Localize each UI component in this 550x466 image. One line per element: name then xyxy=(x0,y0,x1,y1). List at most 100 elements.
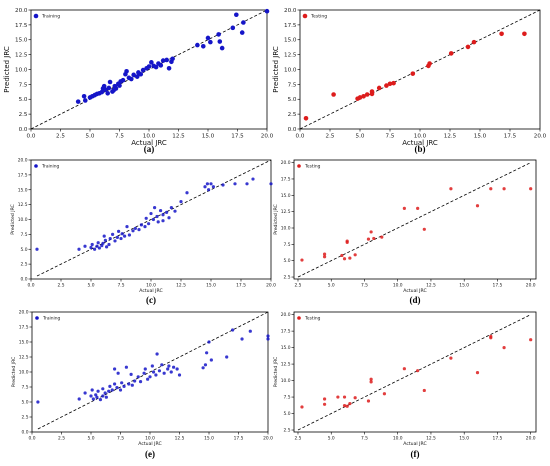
x-tick-label: 20.0 xyxy=(526,435,536,441)
data-point xyxy=(489,334,493,338)
x-tick-label: 10.0 xyxy=(393,435,403,441)
y-tick-label: 15.0 xyxy=(281,193,291,199)
data-point xyxy=(75,99,81,104)
data-point xyxy=(369,89,375,94)
ideal-fit-line xyxy=(30,9,268,130)
data-point xyxy=(101,83,107,89)
y-tick-label: 7.5 xyxy=(284,242,291,248)
data-point xyxy=(164,57,169,63)
data-point xyxy=(245,182,249,186)
data-point xyxy=(100,244,104,248)
data-point xyxy=(151,217,155,222)
data-point xyxy=(89,394,93,398)
data-point xyxy=(167,364,171,368)
x-tick-label: 5.0 xyxy=(328,435,335,441)
legend-marker xyxy=(34,164,38,168)
data-point xyxy=(159,208,163,213)
data-point xyxy=(95,395,99,399)
data-point xyxy=(153,206,157,210)
x-tick-label: 20.0 xyxy=(526,282,536,288)
x-tick-label: 17.5 xyxy=(236,282,246,288)
data-point xyxy=(366,237,371,241)
x-tick-label: 10.0 xyxy=(393,282,403,288)
data-point xyxy=(205,351,209,355)
data-point xyxy=(342,257,347,261)
data-point xyxy=(103,238,107,242)
y-tick-label: 20.0 xyxy=(15,8,28,14)
panel-label: (d) xyxy=(410,295,421,305)
data-point xyxy=(134,74,140,79)
y-tick-label: 20.0 xyxy=(284,8,297,14)
data-point xyxy=(231,328,235,332)
y-tick-label: 17.5 xyxy=(18,172,28,178)
y-tick-label: 15.0 xyxy=(19,340,29,346)
data-point xyxy=(90,388,94,392)
y-tick-label: 17.5 xyxy=(281,329,291,335)
panel-a: 0.0 2.5 5.0 7.5 10.0 12.5 15.0 17.5 20.0 0.0 2.5 5.… xyxy=(3,8,274,154)
y-tick-label: 0.0 xyxy=(288,127,297,133)
data-point xyxy=(138,380,143,384)
panel-label: (b) xyxy=(415,144,426,154)
y-tick-label: 12.5 xyxy=(284,53,297,59)
legend-marker xyxy=(297,164,301,168)
y-tick-label: 7.5 xyxy=(19,82,28,88)
data-point xyxy=(149,60,154,65)
data-point xyxy=(108,384,112,388)
data-point xyxy=(117,83,122,88)
x-tick-label: 0.0 xyxy=(27,134,36,140)
data-point xyxy=(416,369,420,373)
y-tick-label: 0.0 xyxy=(22,430,29,436)
x-tick-label: 15.0 xyxy=(474,134,487,140)
y-tick-label: 12.5 xyxy=(19,355,29,361)
data-point xyxy=(147,222,151,226)
x-tick-label: 7.5 xyxy=(118,282,125,288)
data-point xyxy=(94,393,98,397)
data-point xyxy=(475,204,480,208)
x-tick-label: 2.5 xyxy=(326,134,335,140)
data-point xyxy=(162,371,166,375)
x-tick-label: 7.5 xyxy=(115,134,124,140)
x-tick-label: 2.5 xyxy=(58,282,65,288)
data-point xyxy=(113,239,117,243)
data-point xyxy=(154,373,158,377)
data-point xyxy=(146,64,152,69)
y-axis-label: Predicted JRC xyxy=(273,357,279,388)
data-point xyxy=(322,255,327,259)
data-point xyxy=(169,206,173,210)
data-point xyxy=(110,388,114,392)
data-point xyxy=(158,63,164,68)
data-point xyxy=(93,247,97,251)
data-point xyxy=(118,388,123,392)
panel-c: 0.0 2.5 5.0 7.5 10.0 12.5 15.0 17.5 20.0 0.0 2.5 5.… xyxy=(10,158,276,305)
data-point xyxy=(83,391,87,395)
legend-marker xyxy=(302,13,308,19)
y-tick-label: 5.0 xyxy=(284,411,291,417)
data-point xyxy=(322,397,327,401)
data-point xyxy=(113,86,119,91)
data-point xyxy=(203,363,208,367)
data-point xyxy=(221,183,225,187)
data-point xyxy=(119,236,123,241)
x-tick-label: 17.5 xyxy=(493,282,503,288)
panel-label: (a) xyxy=(144,144,155,154)
data-point xyxy=(77,397,81,401)
data-point xyxy=(35,247,39,251)
x-tick-label: 15.0 xyxy=(204,435,214,441)
y-axis-label: Predicted JRC xyxy=(11,357,17,388)
legend-label: Testing xyxy=(304,316,321,322)
y-tick-label: 10.0 xyxy=(284,67,297,73)
data-point xyxy=(172,365,176,369)
y-axis-label: Predicted JRC xyxy=(10,204,16,235)
data-point xyxy=(156,220,160,224)
data-point xyxy=(169,370,173,374)
y-tick-label: 5.0 xyxy=(22,400,29,406)
data-point xyxy=(115,386,119,390)
data-point xyxy=(146,377,150,381)
data-point xyxy=(380,235,384,239)
y-tick-label: 17.5 xyxy=(19,325,29,331)
data-point xyxy=(125,225,129,229)
x-axis-label: Actual JRC xyxy=(402,139,438,147)
data-point xyxy=(185,191,189,195)
x-tick-label: 10.0 xyxy=(145,435,155,441)
data-point xyxy=(116,371,120,375)
